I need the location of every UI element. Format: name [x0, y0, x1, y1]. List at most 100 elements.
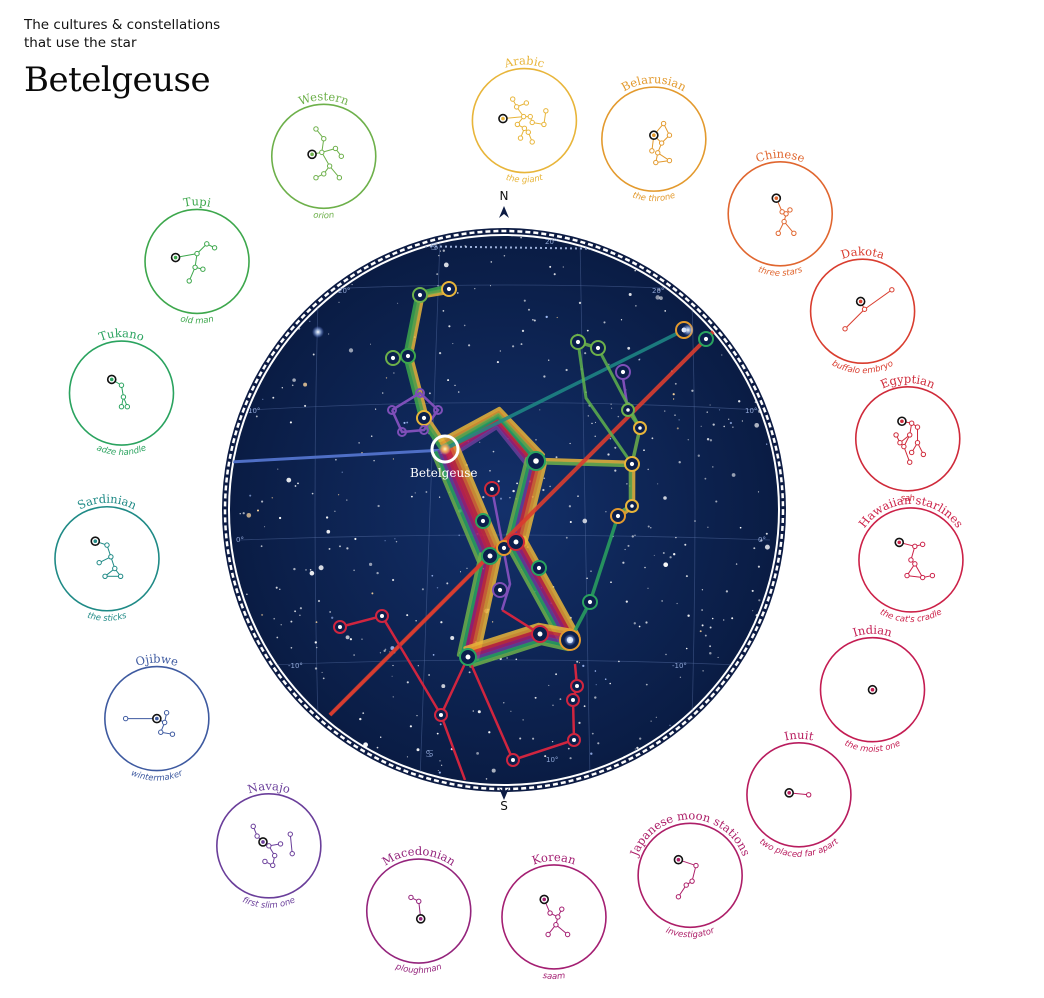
- background-star: [463, 324, 466, 327]
- background-star: [590, 570, 592, 572]
- western-line: [576, 341, 634, 465]
- background-star: [436, 732, 439, 735]
- background-star: [286, 477, 292, 483]
- grid-line-ra4: [579, 239, 591, 781]
- sketch-star: [901, 443, 907, 450]
- background-star: [457, 391, 460, 393]
- background-star: [431, 574, 434, 577]
- culture-name: Korean: [530, 850, 578, 868]
- background-star: [548, 684, 550, 686]
- background-star: [464, 245, 467, 247]
- background-star: [334, 510, 336, 513]
- background-star: [403, 421, 406, 424]
- culture-belarusian[interactable]: Belarusian the throne: [601, 72, 707, 204]
- background-star: [439, 723, 442, 726]
- culture-circle: [746, 742, 852, 848]
- constellation-line: [534, 460, 634, 468]
- constellation-line: [438, 406, 545, 457]
- background-star: [617, 415, 620, 418]
- constellation-line: [448, 425, 531, 470]
- background-star: [417, 665, 419, 667]
- sketch-star: [163, 710, 170, 716]
- sketch-star: [912, 543, 918, 550]
- culture-name: Tukano: [97, 326, 146, 344]
- background-star: [627, 544, 630, 547]
- sketch-star: [416, 898, 422, 904]
- background-star: [766, 443, 768, 445]
- sketch-star: [914, 424, 921, 430]
- background-star: [657, 483, 659, 485]
- sketch-star: [321, 136, 327, 142]
- sketch-star: [559, 906, 565, 912]
- constellation-stars: [312, 281, 714, 767]
- background-star: [392, 696, 394, 698]
- sketch-star: [900, 419, 904, 424]
- background-star: [335, 458, 337, 461]
- background-star: [328, 333, 330, 335]
- culture-name: Tupi: [182, 194, 212, 210]
- sketch-star: [501, 116, 505, 121]
- background-star: [442, 249, 445, 252]
- background-star: [645, 621, 648, 624]
- culture-western[interactable]: Western orion: [270, 89, 377, 221]
- star-dot: [595, 345, 601, 351]
- background-star: [610, 403, 612, 405]
- background-star: [754, 422, 760, 428]
- betelgeuse-marker[interactable]: Betelgeuse: [410, 434, 477, 480]
- background-star: [256, 509, 260, 512]
- star-dot: [536, 565, 542, 571]
- background-star: [594, 696, 597, 699]
- sketch-star: [553, 922, 559, 928]
- zodiac-symbols: ♋ ♋: [425, 242, 439, 760]
- background-star: [499, 497, 503, 500]
- background-star: [678, 419, 680, 421]
- background-star: [492, 450, 495, 453]
- sketch-star: [262, 858, 268, 865]
- sketch-star: [907, 432, 913, 438]
- background-star: [548, 359, 550, 361]
- background-star: [764, 544, 770, 550]
- background-star: [476, 752, 479, 755]
- culture-ojibwe[interactable]: Ojibwe wintermaker: [104, 652, 210, 784]
- background-star: [665, 653, 667, 656]
- background-star: [715, 500, 718, 503]
- background-star: [760, 539, 763, 542]
- background-star: [482, 496, 485, 499]
- background-star: [706, 411, 708, 413]
- culture-egyptian[interactable]: Egyptian sah: [854, 372, 961, 504]
- culture-tukano[interactable]: Tukano adze handle: [68, 326, 175, 458]
- background-star: [628, 293, 632, 296]
- star-dot: [380, 614, 384, 618]
- sketch-star: [93, 539, 98, 543]
- sketch-star: [914, 440, 921, 446]
- background-star: [522, 719, 524, 721]
- culture-meaning: investigator: [664, 926, 716, 941]
- sketch-star: [173, 255, 178, 260]
- background-star: [370, 435, 373, 437]
- sketch-star: [675, 894, 682, 900]
- constellation-line: [449, 444, 498, 556]
- background-star: [717, 656, 719, 658]
- culture-arabic[interactable]: Arabic the giant: [471, 53, 578, 185]
- sketch-star: [908, 449, 915, 456]
- background-star: [603, 321, 606, 324]
- culture-korean[interactable]: Korean saam: [501, 850, 607, 982]
- background-star: [723, 619, 725, 621]
- culture-tupi[interactable]: Tupi old man: [144, 194, 250, 327]
- background-star: [468, 671, 471, 674]
- background-star: [534, 696, 537, 699]
- culture-chinese[interactable]: Chinese three stars: [727, 147, 834, 279]
- sky-ring-ticks: [223, 229, 785, 791]
- background-star: [293, 567, 296, 571]
- sketch-star: [158, 729, 164, 735]
- north-label: N: [500, 189, 509, 203]
- background-star: [272, 396, 275, 399]
